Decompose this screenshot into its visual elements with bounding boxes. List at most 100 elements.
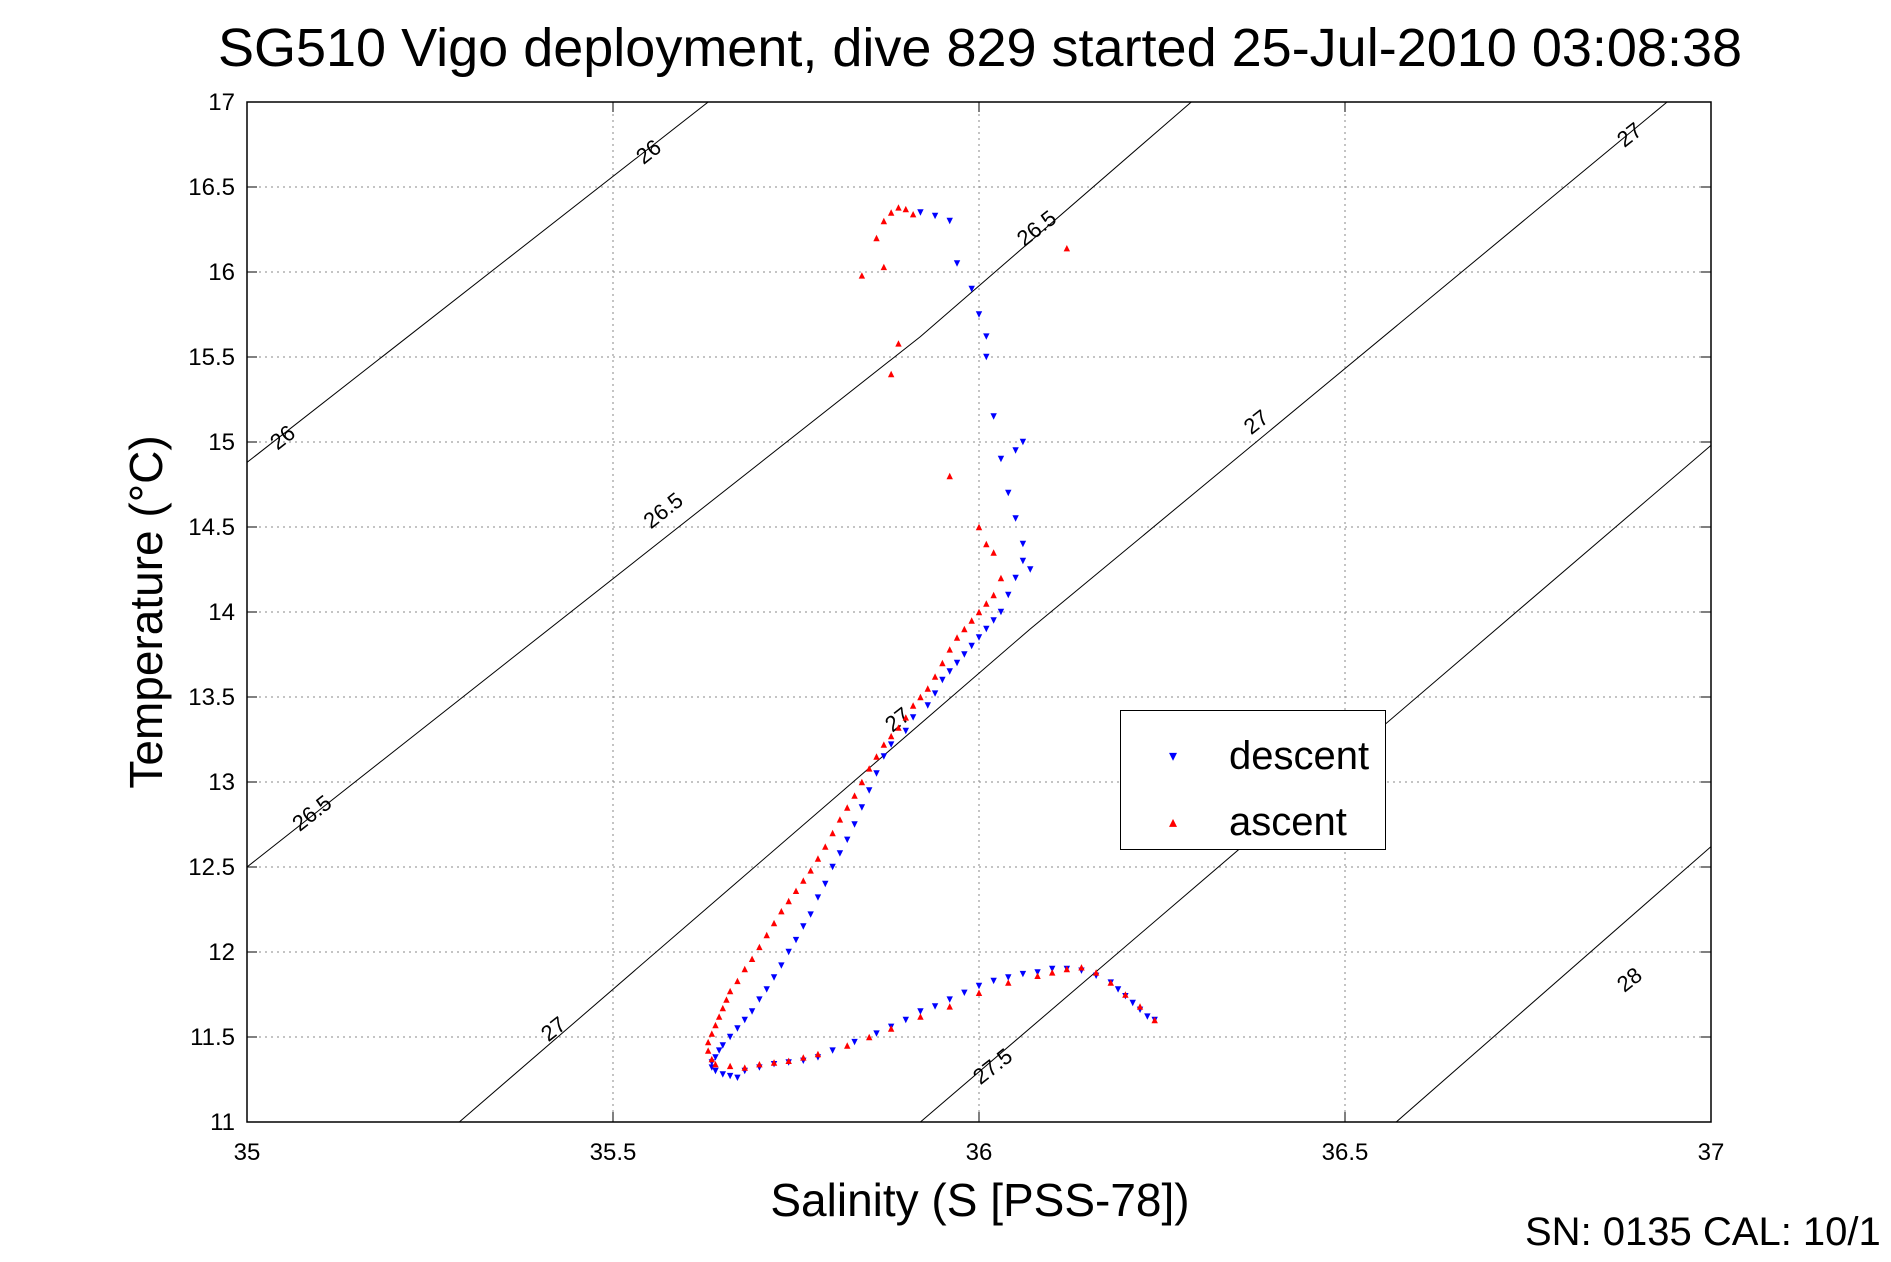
ascent-point xyxy=(800,877,807,884)
x-tick-label: 37 xyxy=(1698,1139,1725,1166)
y-tick-label: 11.5 xyxy=(190,1024,235,1051)
descent-point xyxy=(844,836,851,843)
legend: ▾ descent ▴ ascent xyxy=(1120,710,1386,850)
ascent-point xyxy=(975,989,983,996)
descent-point xyxy=(917,1008,924,1015)
ascent-point xyxy=(1078,964,1085,971)
descent-point xyxy=(1049,965,1056,973)
descent-point xyxy=(858,804,866,811)
ascent-point xyxy=(844,804,851,811)
descent-point xyxy=(726,1072,734,1080)
ascent-point xyxy=(770,919,778,927)
descent-point xyxy=(887,741,895,748)
descent-point xyxy=(1005,489,1012,497)
descent-point xyxy=(975,311,983,318)
descent-point xyxy=(983,625,990,633)
ascent-point xyxy=(719,1004,726,1012)
ascent-point xyxy=(968,617,975,624)
ascent-point xyxy=(909,702,917,709)
ascent-point xyxy=(1092,969,1100,976)
y-axis-label: Temperature (°C) xyxy=(120,435,172,788)
legend-item-ascent: ▴ ascent xyxy=(1121,797,1385,847)
isopycnal-26 xyxy=(247,102,709,463)
y-tick-label: 15.5 xyxy=(188,344,235,371)
ascent-point xyxy=(770,1059,778,1066)
ascent-point xyxy=(961,625,968,633)
descent-point xyxy=(873,1030,880,1037)
descent-point xyxy=(946,668,953,675)
ascent-point xyxy=(931,673,939,680)
isopycnal-28 xyxy=(1395,846,1711,1122)
ascent-point xyxy=(726,987,734,995)
descent-point xyxy=(1012,447,1019,454)
descent-point xyxy=(1019,438,1027,446)
descent-point xyxy=(931,690,939,697)
ascent-point xyxy=(880,741,888,748)
ascent-point xyxy=(1136,1003,1144,1010)
descent-point xyxy=(1144,1013,1151,1020)
ascent-point xyxy=(741,965,748,973)
contour-label: 27 xyxy=(536,1011,571,1046)
ascent-point xyxy=(792,887,800,894)
ascent-point xyxy=(975,523,983,531)
descent-point xyxy=(902,1016,909,1024)
ascent-point xyxy=(917,693,924,701)
ascent-point xyxy=(997,574,1005,582)
ascent-point xyxy=(953,634,961,641)
descent-point xyxy=(712,1067,719,1075)
isopycnal-26.5 xyxy=(247,102,1192,868)
legend-label-descent: descent xyxy=(1229,734,1370,778)
ascent-point xyxy=(734,977,741,985)
descent-point xyxy=(719,1071,726,1078)
ascent-point xyxy=(895,340,902,347)
descent-point xyxy=(1114,986,1122,993)
ascent-point xyxy=(756,943,763,951)
descent-point xyxy=(1019,970,1027,978)
x-axis-label: Salinity (S [PSS-78]) xyxy=(770,1174,1189,1226)
ascent-point xyxy=(708,1030,716,1037)
ascent-point xyxy=(829,829,836,837)
descent-point xyxy=(734,1025,741,1032)
ascent-point xyxy=(873,234,880,242)
x-tick-label: 36.5 xyxy=(1322,1139,1369,1166)
descent-point xyxy=(983,333,990,340)
ascent-point xyxy=(712,1061,719,1068)
y-tick-label: 13.5 xyxy=(188,684,235,711)
ascent-marker-icon: ▴ xyxy=(1169,814,1178,831)
contour-label: 27 xyxy=(880,702,915,737)
ascent-point xyxy=(880,217,888,225)
descent-point xyxy=(770,974,778,981)
ascent-point xyxy=(975,608,983,616)
ascent-point xyxy=(1005,979,1012,986)
ascent-point xyxy=(800,1054,807,1061)
descent-point xyxy=(778,962,785,969)
ascent-point xyxy=(1034,972,1041,979)
ascent-point xyxy=(887,732,895,740)
y-tick-label: 13 xyxy=(208,769,235,796)
ascent-point xyxy=(723,996,730,1003)
ascent-point xyxy=(902,205,909,213)
ascent-point xyxy=(756,1061,763,1068)
contour-label: 26.5 xyxy=(1012,205,1061,251)
ascent-point xyxy=(851,792,858,799)
ascent-point xyxy=(880,263,888,271)
axis-ticks: 35 35.5 36 36.5 37 11 11.5 12 12.5 13 13.5 14 14.5 15… xyxy=(188,89,1724,1166)
descent-point xyxy=(953,659,961,667)
descent-point xyxy=(1012,574,1019,582)
ascent-point xyxy=(1107,979,1114,986)
descent-point xyxy=(880,753,888,760)
descent-point xyxy=(851,1038,858,1046)
descent-marker-icon: ▾ xyxy=(1169,748,1178,765)
isopycnal-27 xyxy=(458,102,1668,1122)
ascent-point xyxy=(778,908,785,915)
contour-label: 26.5 xyxy=(639,487,688,533)
descent-point xyxy=(931,212,939,220)
descent-point xyxy=(1129,999,1136,1007)
descent-point xyxy=(990,413,997,420)
ascent-point xyxy=(887,370,895,378)
descent-point xyxy=(756,996,763,1003)
descent-point xyxy=(1005,591,1012,599)
y-tick-label: 14 xyxy=(208,599,235,626)
ascent-point xyxy=(814,1050,822,1058)
ascent-point xyxy=(785,897,792,905)
